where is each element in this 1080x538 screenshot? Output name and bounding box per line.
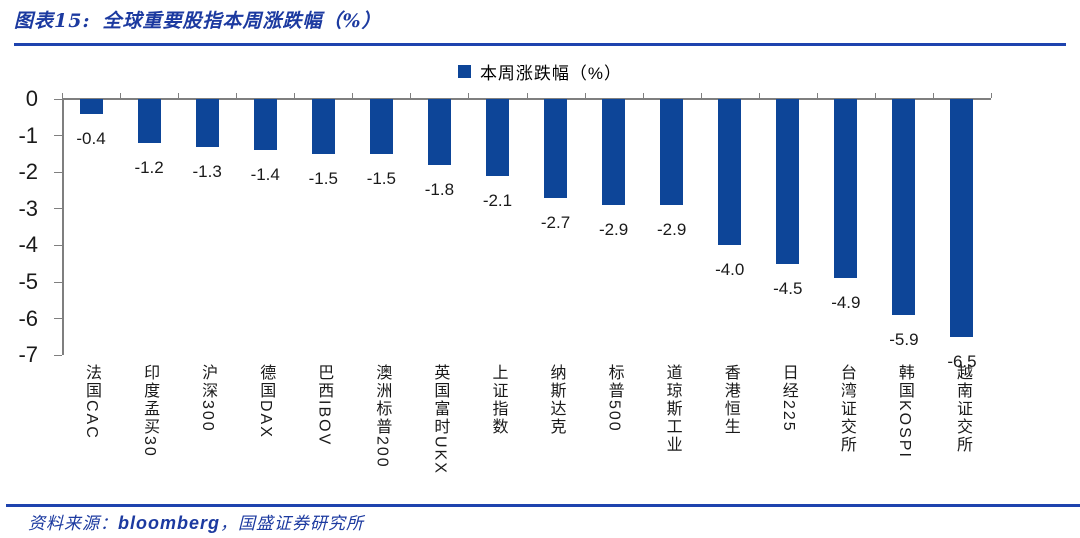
y-axis-tick-label: -2: [18, 159, 38, 185]
bar: [369, 99, 393, 154]
bar: [834, 99, 858, 279]
footer-divider: [6, 504, 1080, 507]
bar-value-label: -1.5: [366, 168, 396, 188]
x-axis-tick: [700, 93, 702, 98]
bar-value-label: -5.9: [889, 329, 919, 349]
y-axis-tick-label: -6: [18, 305, 38, 331]
x-axis-tick: [410, 93, 412, 98]
source-rest: ，国盛证券研究所: [220, 514, 364, 534]
x-axis-tick: [62, 93, 63, 98]
legend-label: 本周涨跌幅（%）: [479, 63, 623, 83]
category-label: 香港恒生: [721, 364, 739, 436]
x-axis-tick: [294, 93, 296, 98]
y-axis-line: [62, 99, 64, 356]
bar: [253, 99, 277, 151]
category-label: 英国富时UKX: [431, 364, 449, 475]
category-label: 标普500: [605, 364, 623, 433]
x-axis-tick: [236, 93, 238, 98]
x-axis-tick: [991, 93, 992, 98]
x-axis-tick: [642, 93, 644, 98]
bar-value-label: -4.5: [773, 278, 803, 298]
bar: [544, 99, 568, 198]
y-axis-tick: [54, 244, 62, 246]
bar-value-label: -1.4: [250, 165, 280, 185]
category-label: 印度孟买30: [141, 364, 159, 458]
bar: [427, 99, 451, 165]
y-axis-tick-label: -3: [18, 195, 38, 221]
y-axis-tick-label: -4: [18, 232, 38, 258]
y-axis-tick: [54, 354, 62, 356]
x-axis-tick: [816, 93, 818, 98]
figure-title-text: 全球重要股指本周涨跌幅（%）: [102, 10, 382, 32]
bar: [79, 99, 103, 114]
source-label: 资料来源：: [28, 514, 118, 534]
y-axis-tick: [54, 281, 62, 283]
y-axis-tick: [54, 318, 62, 320]
category-label: 韩国KOSPI: [895, 364, 913, 459]
bar-value-label: -1.3: [192, 161, 222, 181]
bar: [950, 99, 974, 337]
source-note: 资料来源：bloomberg，国盛证券研究所: [28, 509, 364, 534]
bar-value-label: -6.5: [947, 351, 977, 371]
bar: [776, 99, 800, 264]
category-label: 德国DAX: [257, 364, 275, 439]
bar-value-label: -0.4: [76, 128, 106, 148]
bar: [602, 99, 626, 206]
bar-value-label: -4.0: [715, 260, 745, 280]
bar: [892, 99, 916, 315]
bar-value-label: -1.2: [134, 157, 164, 177]
bar-value-label: -1.5: [308, 168, 338, 188]
y-axis-tick: [54, 98, 62, 100]
x-axis-tick: [932, 93, 934, 98]
x-axis-tick: [584, 93, 586, 98]
legend-swatch: [457, 64, 471, 78]
category-label: 日经225: [779, 364, 797, 433]
y-axis-tick-label: 0: [25, 86, 38, 111]
bar-value-label: -2.9: [657, 220, 687, 240]
bar-value-label: -4.9: [831, 293, 861, 313]
bar-value-label: -1.8: [424, 179, 455, 199]
x-axis-tick: [120, 93, 122, 98]
bar-value-label: -2.9: [598, 220, 629, 240]
category-label: 台湾证交所: [837, 364, 855, 454]
y-axis-tick-label: -1: [18, 122, 38, 148]
bar: [718, 99, 742, 246]
bar: [485, 99, 509, 176]
bar: [137, 99, 161, 143]
bar-value-label: -2.7: [540, 212, 571, 232]
figure-title: 图表15: 全球重要股指本周涨跌幅（%）: [14, 6, 382, 33]
y-axis-tick: [54, 208, 62, 210]
category-label: 上证指数: [489, 364, 507, 436]
bar: [660, 99, 684, 206]
category-label: 纳斯达克: [547, 364, 565, 436]
legend: 本周涨跌幅（%）: [0, 58, 1080, 84]
x-axis-tick: [352, 93, 354, 98]
y-axis-tick: [54, 171, 62, 173]
x-axis-tick: [874, 93, 876, 98]
category-label: 澳洲标普200: [373, 364, 391, 469]
y-axis-tick-label: -5: [18, 269, 38, 294]
category-label: 越南证交所: [953, 364, 971, 454]
x-axis-tick: [758, 93, 760, 98]
category-label: 道琼斯工业: [663, 364, 681, 454]
category-label: 沪深300: [199, 364, 217, 433]
source-name: bloomberg: [118, 513, 220, 533]
x-axis-tick: [526, 93, 528, 98]
x-axis-tick: [468, 93, 470, 98]
bar: [311, 99, 335, 154]
x-axis-line: [62, 98, 991, 100]
title-divider: [14, 43, 1066, 46]
x-axis-tick: [178, 93, 180, 98]
figure-number-label: 图表15:: [14, 10, 91, 32]
y-axis-tick-label: -7: [18, 342, 38, 368]
bar: [195, 99, 219, 147]
y-axis-tick: [54, 135, 62, 137]
category-label: 法国CAC: [83, 364, 101, 440]
category-label: 巴西IBOV: [315, 364, 333, 447]
bar-value-label: -2.1: [482, 190, 513, 210]
